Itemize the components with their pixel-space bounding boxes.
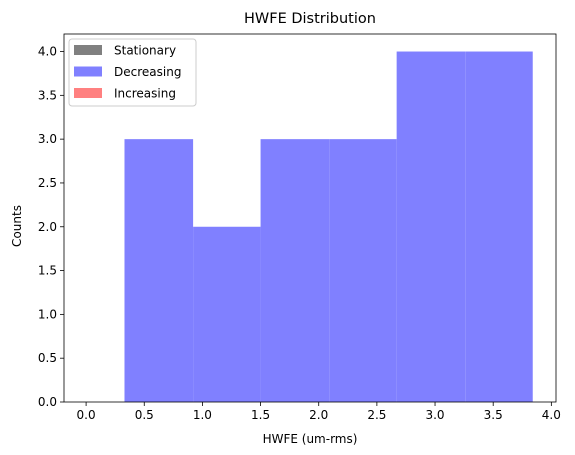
y-tick-label: 1.0 — [38, 307, 57, 321]
x-tick-label: 4.0 — [542, 408, 561, 422]
x-axis-label: HWFE (um-rms) — [263, 432, 358, 446]
x-tick-label: 0.0 — [77, 408, 96, 422]
x-tick-label: 3.0 — [425, 408, 444, 422]
legend-label-stationary: Stationary — [114, 44, 176, 58]
bar-decreasing-5 — [465, 51, 533, 403]
legend-swatch-stationary — [74, 45, 102, 55]
x-axis-ticks: 0.0 0.5 1.0 1.5 2.0 2.5 3.0 3.5 4.0 — [77, 402, 561, 422]
bars-layer — [124, 51, 533, 403]
y-tick-label: 2.5 — [38, 176, 57, 190]
bar-decreasing-4 — [396, 51, 466, 403]
y-tick-label: 2.0 — [38, 220, 57, 234]
x-tick-label: 0.5 — [135, 408, 154, 422]
y-axis-ticks: 0.0 0.5 1.0 1.5 2.0 2.5 3.0 3.5 4.0 — [38, 45, 64, 409]
bar-decreasing-0 — [124, 139, 194, 402]
chart-title: HWFE Distribution — [244, 11, 376, 27]
legend-swatch-increasing — [74, 88, 102, 98]
x-tick-label: 2.5 — [367, 408, 386, 422]
y-tick-label: 0.0 — [38, 395, 57, 409]
x-tick-label: 3.5 — [484, 408, 503, 422]
bar-decreasing-1 — [193, 226, 261, 402]
y-tick-label: 1.5 — [38, 264, 57, 278]
y-axis-label: Counts — [10, 205, 24, 247]
y-tick-label: 0.5 — [38, 351, 57, 365]
legend-label-decreasing: Decreasing — [114, 65, 181, 79]
x-tick-label: 1.0 — [193, 408, 212, 422]
legend: Stationary Decreasing Increasing — [68, 38, 197, 107]
bar-decreasing-2 — [260, 139, 330, 402]
legend-swatch-decreasing — [74, 66, 102, 77]
y-tick-label: 3.0 — [38, 132, 57, 146]
y-tick-label: 3.5 — [38, 88, 57, 102]
x-tick-label: 1.5 — [251, 408, 270, 422]
legend-label-increasing: Increasing — [114, 87, 176, 101]
plot-frame — [63, 33, 557, 403]
x-tick-label: 2.0 — [309, 408, 328, 422]
bar-decreasing-3 — [329, 139, 397, 402]
y-tick-label: 4.0 — [38, 45, 57, 59]
